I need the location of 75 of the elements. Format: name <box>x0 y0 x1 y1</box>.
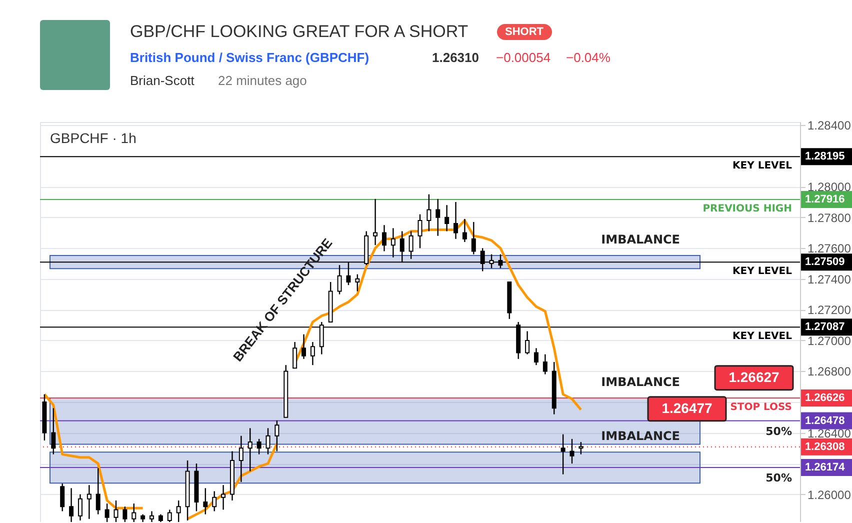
candlestick <box>60 482 65 512</box>
candlestick <box>444 204 450 232</box>
candlestick <box>560 434 566 475</box>
candlestick <box>418 214 422 249</box>
annotation: 1.26627 <box>728 368 780 385</box>
text: 1.27509 <box>805 256 845 268</box>
y-tick-label: 1.27000 <box>808 334 852 348</box>
candlestick <box>248 428 252 472</box>
candlestick <box>436 198 440 236</box>
ref-line-label: STOP LOSS <box>730 402 792 413</box>
candlestick <box>292 341 298 369</box>
y-tick-label: 1.27200 <box>808 303 852 318</box>
candlestick <box>337 264 342 295</box>
y-tick-label: 1.26800 <box>808 364 852 379</box>
ref-line-label: KEY LEVEL <box>732 160 793 172</box>
annotation: 50% <box>766 424 792 438</box>
candlestick <box>408 230 414 260</box>
candlestick <box>426 194 432 232</box>
text: 1.27916 <box>805 194 845 206</box>
candlestick <box>212 490 217 512</box>
candlestick <box>266 428 270 455</box>
text: −0.04% <box>566 50 610 65</box>
candlestick <box>203 488 208 515</box>
text: 1.27087 <box>805 321 845 334</box>
ref-line-label: KEY LEVEL <box>732 266 793 278</box>
text: Brian-Scott <box>130 73 194 88</box>
text: 22 minutes ago <box>218 73 307 88</box>
candlestick <box>382 224 386 252</box>
text: 1.28195 <box>805 150 845 163</box>
candlestick <box>104 502 110 522</box>
annotation: 1.26477 <box>662 400 713 416</box>
y-tick-label: 1.27600 <box>808 242 852 256</box>
y-tick-label: 1.26400 <box>808 426 852 440</box>
candlestick <box>542 354 548 375</box>
candlestick <box>454 201 458 240</box>
chart-subtitle: British Pound / Swiss Franc (GBPCHF) <box>130 50 370 65</box>
annotation: 50% <box>766 472 792 485</box>
candlestick <box>534 348 538 366</box>
candlestick <box>355 274 360 292</box>
text: 1.26174 <box>805 462 846 474</box>
candlestick <box>302 334 306 360</box>
candlestick <box>578 441 584 455</box>
candlestick <box>525 330 530 355</box>
candlestick <box>256 438 262 455</box>
text: −0.00054 <box>496 50 551 65</box>
candlestick <box>51 408 56 455</box>
text: 1.26308 <box>805 440 845 453</box>
candlestick <box>390 228 396 258</box>
band-label: IMBALANCE <box>601 429 680 444</box>
text: SHORT <box>497 24 552 40</box>
candlestick <box>373 198 378 246</box>
band-label: IMBALANCE <box>601 375 680 389</box>
y-tick-label: 1.28400 <box>808 118 852 133</box>
candlestick <box>570 438 574 464</box>
candlestick <box>462 218 467 243</box>
candlestick <box>69 488 74 522</box>
text: 1.26478 <box>805 414 845 427</box>
band-label: IMBALANCE <box>601 232 680 247</box>
chart-title: GBP/CHF LOOKING GREAT FOR A SHORT <box>130 22 468 42</box>
candlestick <box>274 420 280 452</box>
candlestick <box>471 221 476 255</box>
ref-line-label: PREVIOUS HIGH <box>702 204 792 215</box>
y-tick-label: 1.28000 <box>808 180 852 194</box>
text: 1.26310 <box>432 50 479 65</box>
text: 1.26626 <box>805 392 845 404</box>
y-tick-label: 1.27800 <box>808 210 852 225</box>
y-tick-label: 1.27400 <box>808 272 852 286</box>
candlestick <box>122 506 128 522</box>
ref-line-label: KEY LEVEL <box>732 331 793 342</box>
candlestick <box>310 341 315 366</box>
y-tick-label: 1.26000 <box>808 488 852 502</box>
candlestick <box>238 435 244 483</box>
annotation: GBPCHF · 1h <box>50 130 136 146</box>
candlestick <box>221 484 226 510</box>
candlestick <box>96 468 100 515</box>
